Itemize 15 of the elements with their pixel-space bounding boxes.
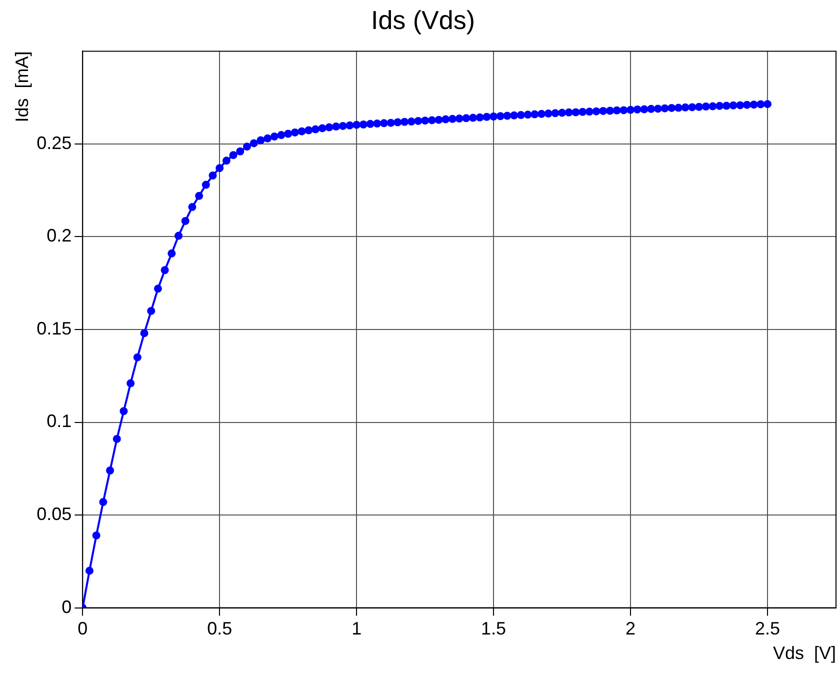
y-tick-label: 0.05 bbox=[36, 504, 72, 524]
y-tick-label: 0.2 bbox=[46, 226, 72, 246]
x-tick-label: 0.5 bbox=[207, 618, 232, 639]
x-tick-label: 2.5 bbox=[754, 618, 780, 639]
x-tick-label: 0 bbox=[78, 618, 88, 639]
x-tick-label: 1 bbox=[352, 618, 362, 639]
y-tick-label: 0 bbox=[62, 596, 72, 617]
x-tick-label: 1.5 bbox=[481, 618, 506, 639]
y-tick-label: 0.15 bbox=[36, 318, 72, 338]
y-tick-label: 0.1 bbox=[46, 411, 72, 432]
x-axis-title: Vds [V] bbox=[772, 643, 836, 664]
chart-title: Ids (Vds) bbox=[370, 4, 476, 35]
x-tick-label: 2 bbox=[626, 618, 636, 639]
y-tick-label: 0.25 bbox=[36, 132, 72, 153]
y-axis-title: Ids [mA] bbox=[12, 51, 32, 122]
